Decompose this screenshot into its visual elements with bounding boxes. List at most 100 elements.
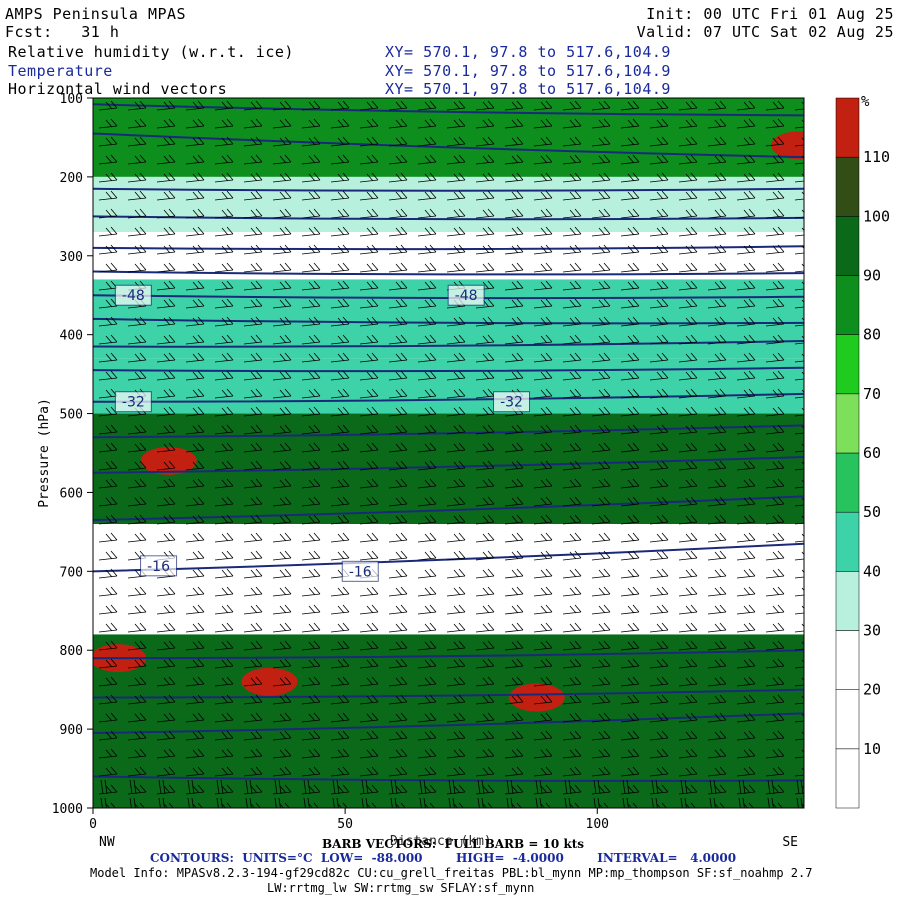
wind-barb-219 — [649, 244, 669, 255]
wind-barb-999 — [796, 797, 804, 808]
wind-barb-581 — [272, 514, 292, 525]
wind-barb-743 — [620, 622, 640, 633]
colorbar-swatch-6 — [835, 393, 860, 454]
wind-barb-896 — [707, 730, 727, 741]
wind-barb-448 — [765, 406, 785, 417]
wind-barb-588 — [475, 514, 495, 525]
wind-barb-170 — [678, 208, 698, 219]
wind-barb-283 — [330, 298, 350, 309]
wind-barb-82 — [301, 154, 321, 165]
wind-barb-673 — [765, 568, 785, 579]
wind-barb-486 — [417, 442, 437, 453]
wind-barb-851 — [127, 712, 147, 723]
wind-barb-468 — [620, 424, 640, 435]
wind-barb-578 — [185, 514, 205, 525]
wind-barb-8 — [330, 100, 350, 111]
wind-barb-7 — [301, 100, 321, 111]
model-name: AMPS Peninsula MPAS — [5, 5, 187, 23]
wind-barb-850 — [98, 712, 118, 723]
wind-barb-637 — [446, 550, 466, 561]
wind-barb-737 — [446, 622, 466, 633]
wind-barb-925 — [98, 766, 118, 777]
y-tick-label-9: 1000 — [52, 802, 83, 817]
colorbar-tick-3: 40 — [863, 562, 881, 580]
wind-barb-300 — [98, 316, 118, 327]
wind-barb-546 — [707, 478, 727, 489]
wind-barb-562 — [446, 496, 466, 507]
wind-barb-128 — [185, 190, 205, 201]
wind-barb-507 — [301, 460, 321, 471]
colorbar-tick-9: 100 — [863, 207, 890, 225]
wind-barb-876 — [127, 730, 147, 741]
wind-barb-350 — [98, 352, 118, 363]
isotherm-0 — [93, 103, 804, 117]
wind-barb-707 — [301, 604, 321, 615]
wind-barb-437 — [446, 406, 466, 417]
contour-label-3: -32 — [493, 391, 531, 413]
wind-barb-374 — [794, 353, 804, 363]
wind-barb-293 — [620, 298, 640, 309]
wind-barb-295 — [678, 298, 698, 309]
colorbar-tick-7: 80 — [863, 326, 881, 344]
wind-barb-336 — [417, 334, 437, 345]
wind-barb-526 — [127, 478, 147, 489]
wind-barb-274 — [794, 281, 804, 291]
wind-barb-824 — [794, 677, 804, 687]
wind-barb-810 — [388, 676, 408, 687]
wind-barb-459 — [359, 424, 379, 435]
wind-barb-394 — [649, 370, 669, 381]
wind-barb-797 — [736, 658, 756, 669]
rh-maximum-3 — [508, 683, 565, 712]
wind-barb-467 — [591, 424, 611, 435]
wind-barb-619 — [649, 532, 669, 543]
wind-barb-891 — [562, 730, 582, 741]
y-tick-label-1: 200 — [60, 171, 83, 186]
wind-barb-806 — [272, 676, 292, 687]
wind-barb-87 — [446, 154, 466, 165]
wind-barb-691 — [562, 586, 582, 597]
x-end-label-right: SE — [782, 835, 798, 850]
wind-barb-856 — [272, 712, 292, 723]
wind-barb-804 — [214, 676, 234, 687]
wind-barb-837 — [446, 694, 466, 705]
wind-barb-498 — [765, 442, 785, 453]
wind-barb-312 — [446, 316, 466, 327]
wind-barb-807 — [301, 676, 321, 687]
wind-barb-777 — [156, 658, 176, 669]
wind-barb-181 — [272, 226, 292, 237]
wind-barb-838 — [475, 694, 495, 705]
y-tick-label-6: 700 — [60, 565, 83, 580]
wind-barb-636 — [417, 550, 437, 561]
wind-barb-672 — [736, 568, 756, 579]
wind-barb-553 — [185, 496, 205, 507]
wind-barb-717 — [591, 604, 611, 615]
wind-barb-755 — [243, 640, 263, 651]
wind-barb-203 — [185, 244, 205, 255]
wind-barb-222 — [736, 244, 756, 255]
wind-barb-98 — [765, 154, 785, 165]
wind-barb-960 — [388, 779, 408, 795]
wind-barb-664 — [504, 568, 524, 579]
wind-barb-763 — [475, 640, 495, 651]
wind-barb-491 — [562, 442, 582, 453]
rh-layer-4 — [93, 358, 804, 414]
wind-barb-211 — [417, 244, 437, 255]
wind-barb-611 — [417, 532, 437, 543]
wind-barb-124 — [794, 173, 804, 183]
wind-barb-739 — [504, 622, 524, 633]
wind-barb-74 — [794, 137, 804, 147]
wind-barb-444 — [649, 406, 669, 417]
wind-barb-382 — [301, 370, 321, 381]
wind-barb-369 — [649, 352, 669, 363]
wind-barb-101 — [127, 172, 147, 183]
wind-barb-574 — [794, 497, 804, 507]
wind-barb-471 — [707, 424, 727, 435]
wind-barb-684 — [359, 586, 379, 597]
wind-barb-472 — [736, 424, 756, 435]
wind-barb-428 — [185, 406, 205, 417]
wind-barb-328 — [185, 334, 205, 345]
wind-barb-649 — [794, 551, 804, 561]
wind-barb-298 — [765, 298, 785, 309]
svg-text:-32: -32 — [122, 395, 145, 411]
colorbar-swatch-2 — [835, 630, 860, 690]
